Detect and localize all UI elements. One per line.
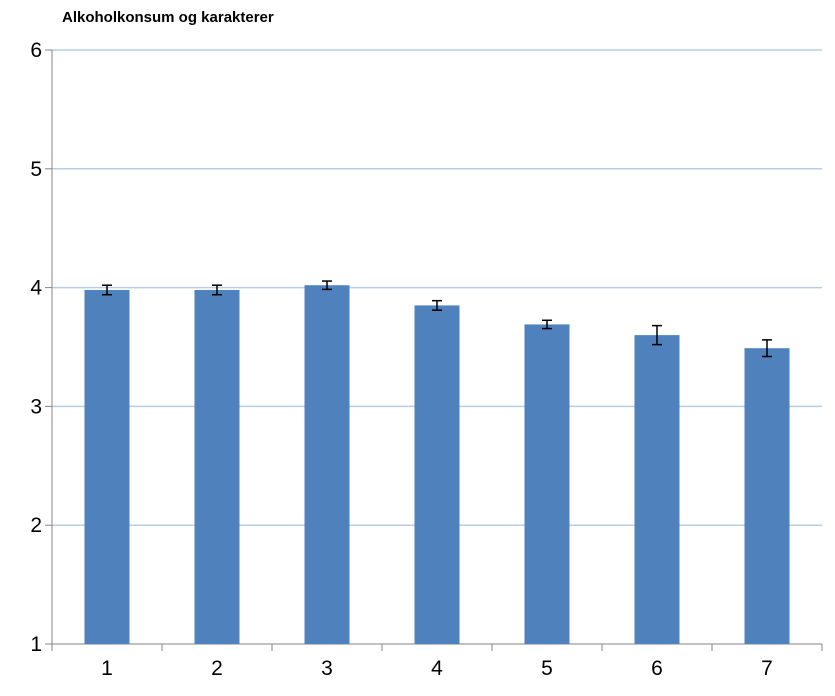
y-tick-label: 3: [30, 395, 42, 418]
bar: [194, 289, 240, 644]
x-tick-label: 3: [321, 657, 333, 680]
bar: [524, 324, 570, 644]
x-tick-label: 4: [431, 657, 443, 680]
x-tick-label: 6: [651, 657, 663, 680]
x-tick-label: 7: [761, 657, 773, 680]
bar: [84, 289, 130, 644]
y-tick-label: 2: [30, 514, 42, 537]
bar: [634, 335, 680, 644]
bar: [414, 305, 460, 644]
chart-title: Alkoholkonsum og karakterer: [62, 9, 274, 26]
bar: [744, 348, 790, 644]
x-tick-label: 2: [211, 657, 223, 680]
y-tick-label: 4: [30, 277, 42, 300]
y-tick-label: 5: [30, 158, 42, 181]
y-axis-tick-labels: 1 2 3 4 5 6: [30, 39, 42, 656]
bars: [84, 285, 790, 644]
gridlines: [52, 49, 822, 526]
x-axis-tick-labels: 1 2 3 4 5 6 7: [101, 657, 773, 680]
error-bars: [102, 280, 772, 358]
x-tick-label: 1: [101, 657, 113, 680]
x-tick-label: 5: [541, 657, 553, 680]
y-tick-label: 6: [30, 39, 42, 62]
bar: [304, 285, 350, 644]
y-tick-label: 1: [30, 633, 42, 656]
